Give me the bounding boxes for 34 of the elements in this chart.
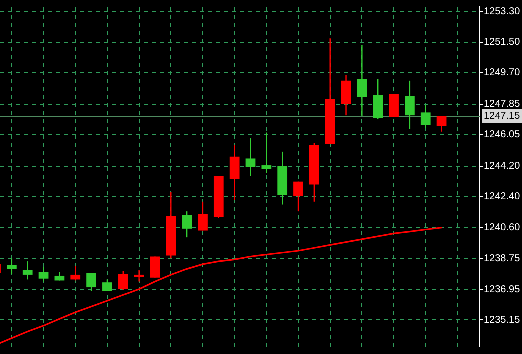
candlestick — [70, 266, 81, 282]
y-tick-label: 1238.75 — [484, 254, 521, 265]
y-tick-label: 1236.95 — [484, 284, 521, 296]
candlestick — [294, 181, 304, 212]
candlestick — [150, 256, 160, 278]
y-tick-label: 1249.70 — [484, 68, 521, 79]
candlestick — [246, 138, 256, 177]
y-tick-label: 1246.05 — [484, 130, 521, 141]
candlestick — [118, 270, 128, 292]
y-tick-label: 1247.85 — [484, 99, 521, 110]
y-tick-label: 1242.40 — [484, 192, 521, 203]
candlestick — [357, 44, 368, 118]
candlestick — [436, 116, 447, 132]
candlestick — [38, 266, 49, 282]
y-tick-label: 1244.20 — [484, 161, 521, 172]
candlestick — [7, 258, 17, 275]
y-tick-label: 1235.15 — [484, 314, 521, 326]
ref-line-label: 1247.15 — [484, 111, 521, 122]
candlestick — [182, 210, 192, 238]
y-tick-label: 1253.30 — [484, 6, 521, 18]
candlestick — [134, 270, 144, 282]
y-tick-label: 1251.50 — [484, 37, 521, 48]
candlestick — [102, 279, 112, 292]
candlestick — [420, 104, 431, 129]
candlestick — [262, 132, 272, 174]
y-tick-label: 1240.60 — [484, 222, 521, 234]
candlestick — [405, 80, 415, 130]
candlestick — [22, 260, 33, 280]
candlestick — [230, 144, 240, 201]
candlestick — [341, 74, 352, 116]
candlestick — [389, 94, 399, 118]
candlestick — [373, 78, 384, 120]
candlestick — [86, 272, 96, 292]
candlestick — [198, 201, 208, 232]
